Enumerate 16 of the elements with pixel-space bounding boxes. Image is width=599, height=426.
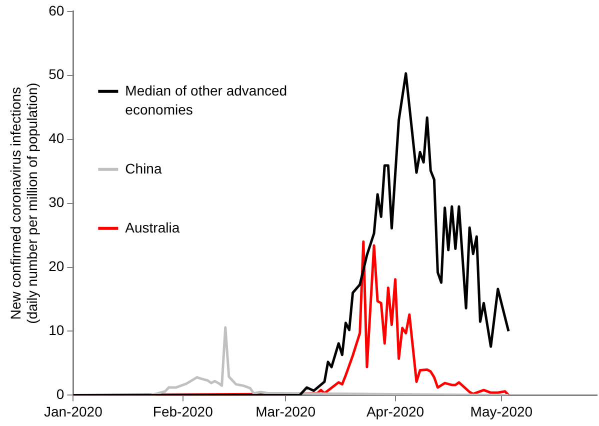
y-tick-label: 0 [56,386,64,402]
y-tick-label: 40 [48,130,64,146]
x-tick-label: Jan-2020 [44,403,103,420]
x-tick-label: May-2020 [470,403,533,420]
y-tick-label: 50 [48,66,64,82]
y-tick-label: 60 [48,2,64,18]
x-tick-label: Apr-2020 [366,403,424,420]
y-tick-label: 30 [48,194,64,210]
y-axis-title: New confirmed coronavirus infections (daily number per million of population) [7,82,40,324]
y-tick-label: 10 [48,322,64,338]
legend-label: Median of other advanced economies [125,82,288,118]
y-tick-label: 20 [48,258,64,274]
x-tick-label: Mar-2020 [256,403,316,420]
legend-label: China [125,160,162,176]
x-tick-label: Feb-2020 [152,403,214,420]
legend-label: Australia [125,219,180,236]
